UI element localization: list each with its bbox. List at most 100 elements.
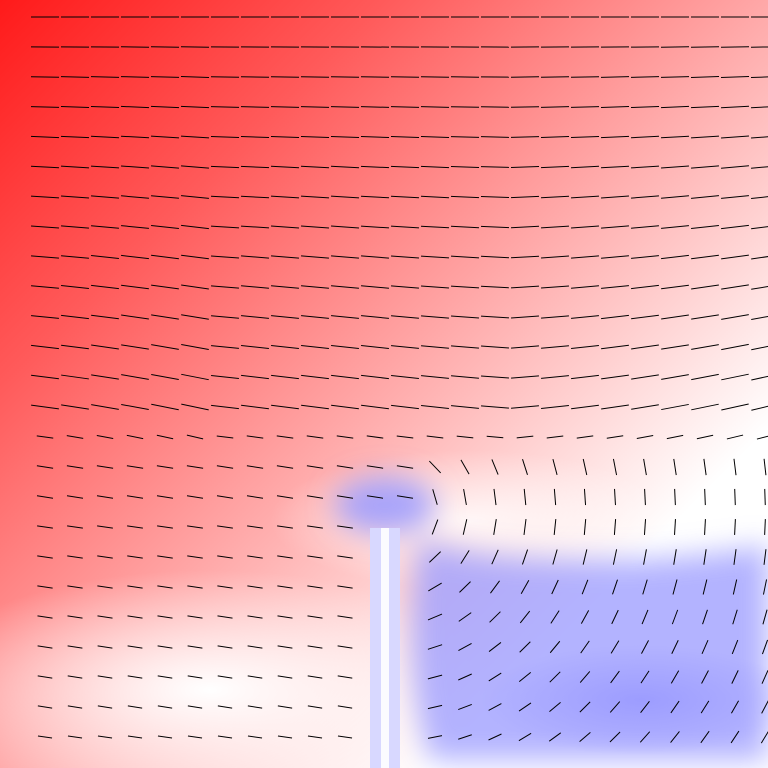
vector-glyph: [600, 195, 630, 199]
vector-glyph: [702, 579, 708, 595]
vector-glyph: [181, 373, 209, 381]
vector-glyph: [601, 344, 629, 350]
vector-glyph: [600, 165, 630, 169]
vector-glyph: [126, 434, 144, 440]
vector-glyph: [691, 165, 719, 169]
vector-glyph: [540, 106, 570, 108]
vector-glyph: [121, 374, 149, 380]
vector-glyph: [491, 549, 499, 565]
vector-glyph: [217, 525, 233, 529]
vector-glyph: [390, 135, 420, 139]
vector-glyph: [480, 136, 510, 138]
vector-glyph: [396, 495, 414, 499]
vector-glyph: [579, 701, 591, 713]
vector-glyph: [666, 434, 684, 440]
vector-glyph: [751, 136, 768, 139]
vector-glyph: [609, 731, 621, 743]
vector-glyph: [541, 285, 569, 289]
vector-glyph: [246, 435, 264, 439]
vector-glyph: [631, 284, 659, 290]
vector-glyph: [721, 224, 749, 230]
vector-glyph: [187, 675, 203, 679]
vector-glyph: [640, 700, 650, 714]
vector-glyph: [481, 405, 509, 409]
vector-glyph: [127, 615, 143, 619]
vector-glyph: [37, 675, 53, 679]
vector-glyph: [337, 705, 353, 709]
vector-glyph: [361, 285, 389, 289]
vector-glyph: [480, 315, 510, 319]
vector-glyph: [427, 674, 443, 680]
vector-glyph: [246, 495, 264, 499]
vector-glyph: [277, 705, 293, 709]
vector-glyph: [420, 225, 450, 229]
vector-glyph: [761, 670, 768, 684]
vector-glyph: [610, 640, 620, 654]
vector-glyph: [210, 195, 240, 199]
vector-glyph: [181, 314, 209, 320]
vector-glyph: [751, 226, 768, 230]
vector-glyph: [661, 254, 689, 260]
vector-glyph: [731, 670, 739, 684]
vector-glyph: [460, 459, 470, 475]
vector-glyph: [211, 345, 239, 349]
vector-glyph: [97, 525, 113, 529]
vector-glyph: [151, 403, 179, 411]
vector-glyph: [240, 195, 270, 199]
vector-glyph: [518, 732, 532, 742]
vector-glyph: [157, 615, 173, 619]
vector-glyph: [37, 705, 53, 709]
vector-glyph: [277, 525, 293, 529]
vector-glyph: [691, 254, 719, 260]
vector-glyph: [510, 195, 540, 199]
vector-glyph: [631, 195, 659, 199]
vector-glyph: [61, 404, 89, 410]
vector-glyph: [91, 374, 119, 380]
vector-glyph: [720, 105, 750, 109]
vector-glyph: [307, 555, 323, 559]
vector-glyph: [61, 225, 89, 229]
vector-glyph: [421, 315, 449, 319]
vector-glyph: [763, 549, 767, 565]
vector-glyph: [210, 135, 240, 139]
vector-glyph: [518, 702, 532, 712]
vector-glyph: [187, 585, 203, 589]
vector-glyph: [541, 345, 569, 349]
vector-glyph: [241, 404, 269, 410]
vector-glyph: [157, 705, 173, 709]
vector-glyph: [570, 106, 600, 108]
vector-glyph: [337, 585, 353, 589]
vector-glyph: [493, 488, 497, 506]
vector-glyph: [301, 374, 329, 380]
vector-glyph: [420, 165, 450, 169]
vector-glyph: [30, 135, 60, 139]
vector-glyph: [67, 525, 83, 529]
vector-glyph: [277, 555, 293, 559]
vector-glyph: [518, 671, 532, 683]
vector-glyph: [549, 640, 561, 654]
vector-glyph: [690, 76, 720, 78]
vector-glyph: [67, 555, 83, 559]
vector-glyph: [420, 136, 450, 138]
vector-glyph: [360, 165, 390, 169]
vector-glyph: [579, 671, 591, 683]
vector-glyph: [581, 579, 589, 595]
vector-glyph: [750, 76, 768, 79]
vector-glyph: [240, 76, 270, 78]
vector-glyph: [90, 135, 120, 139]
vector-glyph: [217, 585, 233, 589]
vector-glyph: [96, 435, 114, 439]
vector-glyph: [241, 255, 269, 259]
vector-glyph: [337, 615, 353, 619]
vector-glyph: [31, 344, 59, 350]
vector-glyph: [761, 700, 768, 714]
vector-glyph: [421, 375, 449, 379]
vector-glyph: [91, 404, 119, 410]
vector-glyph: [240, 135, 270, 139]
vector-glyph: [390, 165, 420, 169]
vector-glyph: [90, 76, 120, 78]
vector-glyph: [431, 519, 439, 535]
vector-glyph: [540, 136, 570, 138]
vector-glyph: [670, 731, 680, 743]
